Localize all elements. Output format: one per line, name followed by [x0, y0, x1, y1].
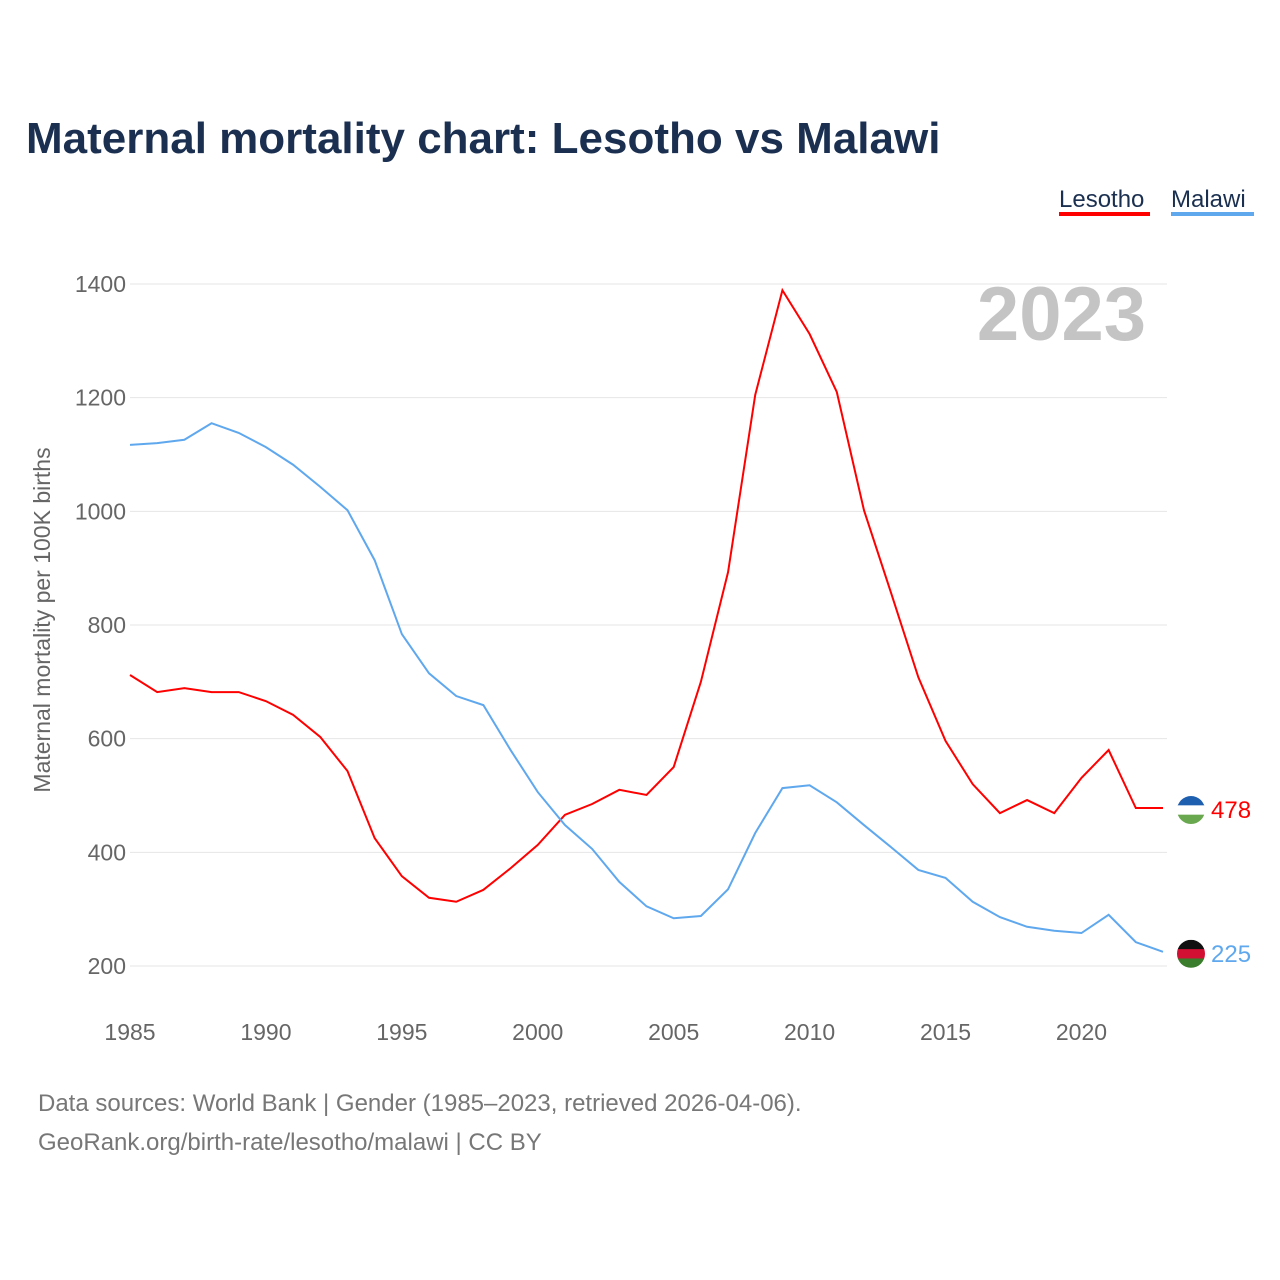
- series-group: 478 225: [129, 287, 1251, 968]
- x-tick-label: 1990: [240, 1019, 291, 1045]
- y-tick-label: 1400: [75, 271, 126, 297]
- y-tick-label: 1000: [75, 498, 126, 524]
- series-line-malawi: [129, 422, 1164, 953]
- series-line-lesotho: [129, 287, 1163, 903]
- y-tick-label: 600: [88, 726, 126, 752]
- y-tick-label: 200: [88, 953, 126, 979]
- y-tick-label: 800: [88, 612, 126, 638]
- y-tick-label: 1200: [75, 385, 126, 411]
- malawi-flag-icon: [1177, 939, 1205, 968]
- x-tick-label: 1985: [104, 1019, 155, 1045]
- x-tick-label: 1995: [376, 1019, 427, 1045]
- y-axis-label: Maternal mortality per 100K births: [29, 447, 55, 792]
- x-tick-label: 2015: [920, 1019, 971, 1045]
- end-value-label: 225: [1211, 941, 1251, 968]
- x-tick-label: 2010: [784, 1019, 835, 1045]
- legend-swatch: [1059, 212, 1150, 216]
- source-line-2[interactable]: GeoRank.org/birth-rate/lesotho/malawi | …: [38, 1129, 542, 1156]
- y-tick-label: 400: [88, 839, 126, 865]
- x-tick-label: 2020: [1056, 1019, 1107, 1045]
- legend-item-malawi[interactable]: Malawi: [1171, 186, 1246, 213]
- legend: Lesotho Malawi: [1059, 186, 1254, 216]
- source-line-1: Data sources: World Bank | Gender (1985–…: [38, 1090, 802, 1117]
- year-label: 2023: [977, 272, 1146, 357]
- chart-title: Maternal mortality chart: Lesotho vs Mal…: [26, 114, 940, 163]
- x-tick-label: 2005: [648, 1019, 699, 1045]
- legend-item-lesotho[interactable]: Lesotho: [1059, 186, 1144, 213]
- end-value-label: 478: [1211, 797, 1251, 824]
- grid: 200 400 600 800 1000 1200 1400 1985 1990 1995 2000…: [75, 271, 1167, 1045]
- legend-swatch: [1171, 212, 1254, 216]
- x-tick-label: 2000: [512, 1019, 563, 1045]
- lesotho-flag-icon: [1177, 796, 1205, 825]
